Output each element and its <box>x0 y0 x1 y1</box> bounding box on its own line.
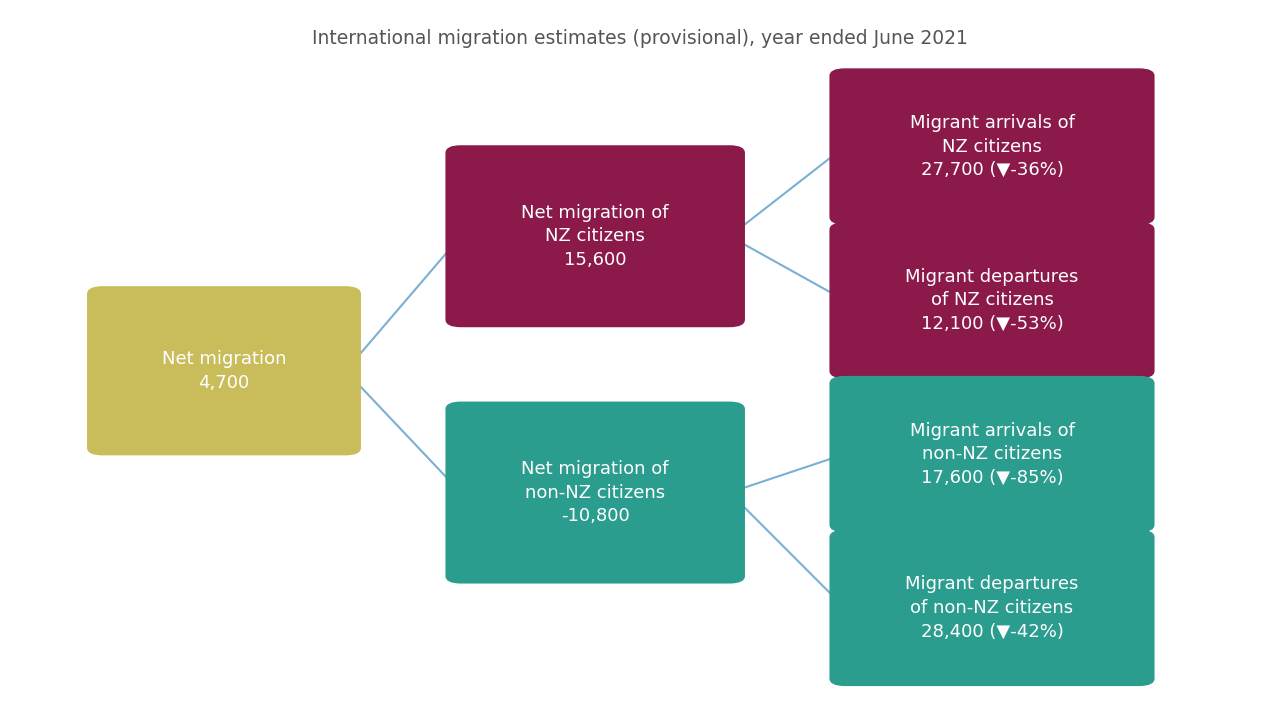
Text: Net migration of
non-NZ citizens
-10,800: Net migration of non-NZ citizens -10,800 <box>521 460 669 525</box>
Text: Migrant departures
of non-NZ citizens
28,400 (▼-42%): Migrant departures of non-NZ citizens 28… <box>905 575 1079 641</box>
FancyBboxPatch shape <box>445 402 745 583</box>
FancyBboxPatch shape <box>829 530 1155 686</box>
Text: Migrant arrivals of
NZ citizens
27,700 (▼-36%): Migrant arrivals of NZ citizens 27,700 (… <box>910 114 1074 179</box>
FancyBboxPatch shape <box>829 222 1155 379</box>
FancyBboxPatch shape <box>87 287 361 455</box>
Text: Net migration of
NZ citizens
15,600: Net migration of NZ citizens 15,600 <box>521 204 669 269</box>
Text: Net migration
4,700: Net migration 4,700 <box>161 350 287 392</box>
FancyBboxPatch shape <box>829 376 1155 532</box>
Text: International migration estimates (provisional), year ended June 2021: International migration estimates (provi… <box>312 29 968 48</box>
Text: Migrant arrivals of
non-NZ citizens
17,600 (▼-85%): Migrant arrivals of non-NZ citizens 17,6… <box>910 421 1074 487</box>
Text: Migrant departures
of NZ citizens
12,100 (▼-53%): Migrant departures of NZ citizens 12,100… <box>905 268 1079 333</box>
FancyBboxPatch shape <box>829 68 1155 225</box>
FancyBboxPatch shape <box>445 145 745 327</box>
